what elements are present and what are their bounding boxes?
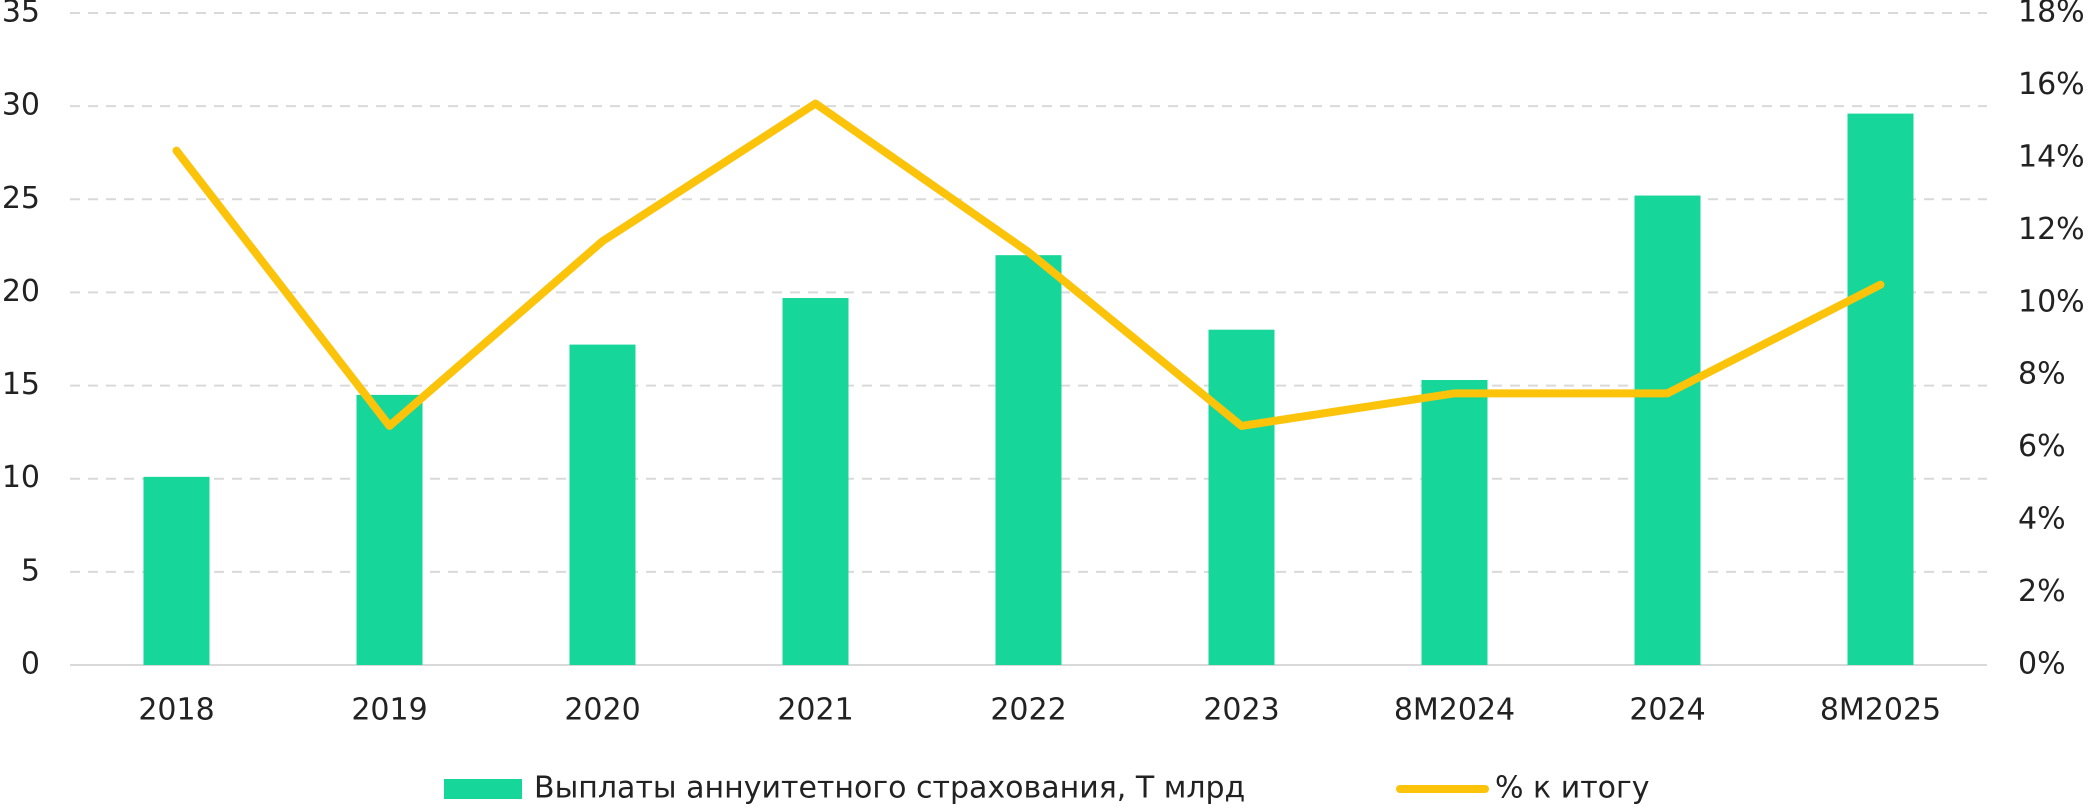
x-tick-label: 2018 — [138, 693, 214, 728]
bar — [995, 255, 1062, 665]
y-tick-label: 20 — [2, 274, 40, 309]
x-tick-label: 2021 — [777, 693, 853, 728]
line — [172, 99, 1885, 430]
x-tick-label: 2019 — [351, 693, 427, 728]
y2-tick-label: 2% — [2018, 574, 2066, 609]
y2-tick-label: 18% — [2018, 0, 2085, 30]
y2-tick-label: 12% — [2018, 212, 2085, 247]
bar — [356, 394, 423, 665]
y2-tick-label: 10% — [2018, 284, 2085, 319]
y-tick-label: 25 — [2, 181, 40, 216]
bar — [1421, 379, 1488, 665]
bar — [1634, 195, 1701, 665]
y2-tick-label: 4% — [2018, 502, 2066, 537]
x-tick-label: 8M2024 — [1394, 693, 1515, 728]
x-tick-label: 2022 — [990, 693, 1066, 728]
y-tick-label: 0 — [21, 647, 40, 682]
bar — [569, 344, 636, 665]
bar — [782, 298, 849, 665]
x-tick-label: 2023 — [1203, 693, 1279, 728]
x-tick-label: 8M2025 — [1820, 693, 1941, 728]
y-tick-label: 30 — [2, 88, 40, 123]
bar — [1208, 329, 1275, 665]
y-tick-label: 35 — [2, 0, 40, 30]
y-tick-label: 15 — [2, 367, 40, 402]
x-tick-label: 2024 — [1629, 693, 1705, 728]
x-tick-label: 2020 — [564, 693, 640, 728]
bar — [143, 476, 210, 665]
y2-tick-label: 0% — [2018, 647, 2066, 682]
legend-label: Выплаты аннуитетного страхования, Т млрд — [534, 771, 1245, 806]
y2-tick-label: 14% — [2018, 139, 2085, 174]
y-tick-label: 5 — [21, 553, 40, 588]
y2-tick-label: 6% — [2018, 429, 2066, 464]
y2-tick-label: 8% — [2018, 357, 2066, 392]
y-tick-label: 10 — [2, 460, 40, 495]
bar — [1847, 113, 1914, 665]
y2-tick-label: 16% — [2018, 67, 2085, 102]
legend-swatch — [444, 779, 522, 799]
legend-label: % к итогу — [1495, 771, 1650, 806]
